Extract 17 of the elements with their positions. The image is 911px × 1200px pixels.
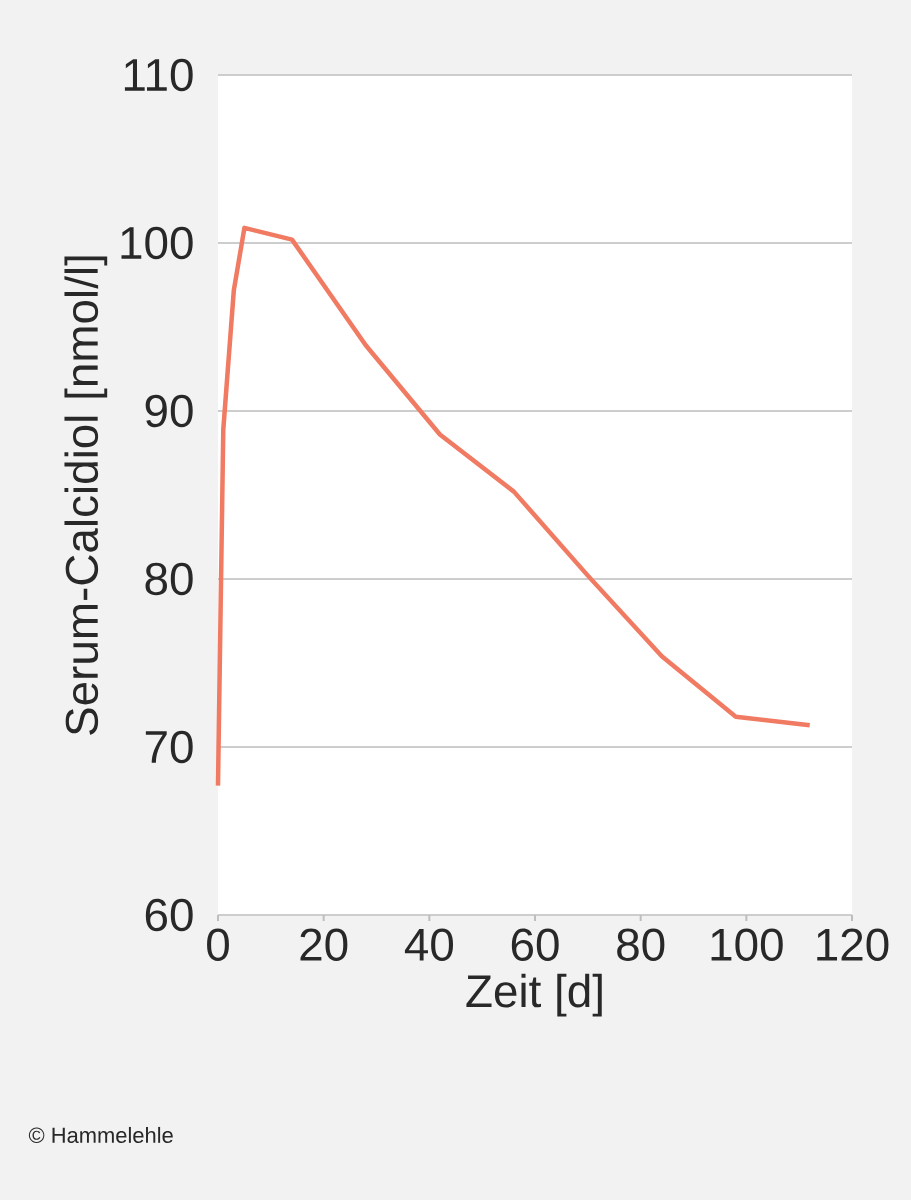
y-axis-title: Serum-Calcidiol [nmol/l]	[64, 256, 108, 735]
x-tick-label: 60	[511, 928, 559, 961]
y-tick-label: 110	[124, 58, 193, 92]
x-tick-label: 120	[817, 928, 889, 961]
line-series	[215, 225, 812, 788]
y-tick-label: 90	[145, 394, 193, 428]
y-tick-label: 60	[145, 898, 193, 932]
x-axis-title: Zeit [d]	[466, 973, 602, 1017]
x-tick-label: 0	[207, 928, 229, 961]
x-tick-label: 100	[711, 928, 783, 961]
y-tick-label: 70	[145, 730, 193, 764]
x-tick-label: 40	[404, 928, 454, 961]
y-tick-label: 80	[145, 562, 193, 596]
y-tick-label: 100	[121, 226, 193, 260]
text: © Hammelehle	[28, 1126, 173, 1144]
x-tick-label: 20	[300, 928, 348, 961]
x-tick-label: 80	[617, 928, 665, 961]
